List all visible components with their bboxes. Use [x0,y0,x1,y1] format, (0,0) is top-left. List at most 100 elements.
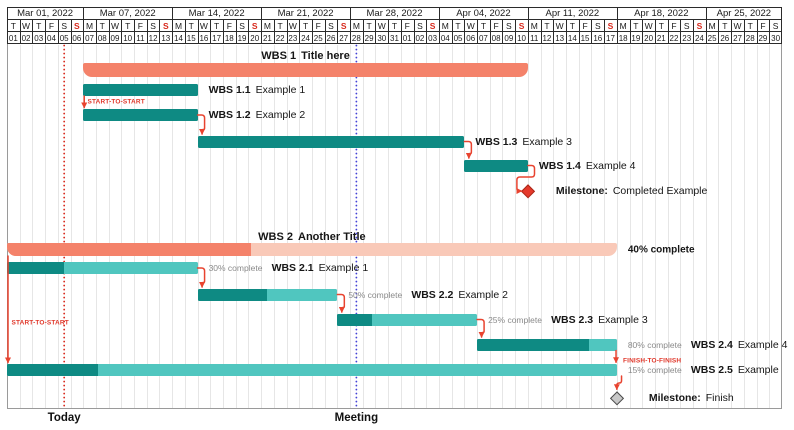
day-letter-cell: F [226,20,232,31]
week-header-cell: Mar 21, 2022 [277,8,334,19]
day-separator [540,19,542,44]
task-bar-wbs1-1 [83,84,198,96]
day-separator [515,19,517,44]
day-number-cell: 03 [34,33,44,43]
grid-line-day [540,45,542,408]
day-separator [553,19,555,44]
day-separator [83,19,85,44]
day-separator [337,19,339,44]
day-number-cell: 02 [21,33,31,43]
task-label: WBS 2.5 Example [691,364,779,376]
day-letter-cell: M [263,20,271,31]
progress-label: 50% complete [348,289,403,300]
day-separator [286,19,288,44]
grid-line-day [146,45,148,408]
grid-line-day [667,45,669,408]
day-separator [197,19,199,44]
progress-label: 80% complete [627,339,682,350]
milestone-label: Milestone: Completed Example [556,185,707,197]
day-letter-cell: W [555,20,564,31]
label-bold-part: WBS 1.1 [208,84,251,96]
week-header-cell: Mar 07, 2022 [99,8,156,19]
day-letter-cell: S [772,20,779,31]
day-separator [222,19,224,44]
label-text-part: Example [737,364,779,376]
day-separator [375,19,377,44]
day-separator [654,19,656,44]
grid-line-day [235,45,237,408]
day-letter-cell: M [86,20,94,31]
day-letter-cell: T [188,20,194,31]
label-bold-part: WBS 2.1 [271,262,314,274]
day-number-cell: 27 [339,33,349,43]
task-bar-wbs2 [7,243,617,256]
grid-line-day [375,45,377,408]
grid-line-day [197,45,199,408]
grid-line-day [477,45,479,408]
day-letter-cell: S [696,20,703,31]
grid-line-day [502,45,504,408]
calendar-header-frame [7,7,782,44]
day-letter-cell: W [377,20,386,31]
day-letter-cell: T [544,20,550,31]
day-separator [451,19,453,44]
day-letter-cell: S [74,20,80,31]
relation-label: START-TO-START [87,98,145,106]
day-number-cell: 07 [85,33,95,43]
day-letter-cell: M [619,20,627,31]
day-separator [642,19,644,44]
day-separator [743,19,745,44]
task-bar-wbs1-4 [464,159,528,172]
day-separator [527,19,529,44]
day-number-cell: 09 [504,33,514,43]
progress-label: 15% complete [627,365,682,375]
day-letter-cell: S [239,20,245,31]
day-number-cell: 20 [250,33,260,43]
day-letter-cell: W [644,20,653,31]
day-separator [756,19,758,44]
label-bold-part: WBS 2.4 [690,338,733,351]
day-letter-cell: T [633,20,639,31]
day-separator [146,19,148,44]
day-letter-cell: W [199,20,208,31]
grid-line-day [32,45,34,408]
day-number-cell: 30 [377,33,387,43]
task-label: WBS 2.2 Example 2 [411,289,508,301]
grid-line-day [248,45,250,408]
day-separator [210,19,212,44]
progress-label: 25% complete [488,314,542,325]
day-separator [184,19,186,44]
day-separator [769,19,771,44]
label-text-part: Example 3 [522,135,572,148]
label-text-part: Example 2 [255,109,306,121]
day-number-cell: 14 [567,33,577,43]
day-letter-cell: T [747,20,753,31]
grid-line-day [654,45,656,408]
day-letter-cell: S [518,20,525,31]
label-text-part: Example 4 [737,338,788,351]
task-bar-wbs2-5 [7,364,617,376]
day-letter-cell: T [214,20,220,31]
grid-line-day [57,45,59,408]
day-separator [566,19,568,44]
day-letter-cell: T [99,20,105,31]
day-number-cell: 06 [466,33,476,43]
task-label: WBS 2.3 Example 3 [551,314,648,326]
day-number-cell: 29 [758,33,768,43]
grid-line-day [426,45,428,408]
grid-line-day [70,45,72,408]
grid-line-day [743,45,745,408]
grid-line-day [388,45,390,408]
day-separator [413,19,415,44]
day-number-cell: 26 [326,33,336,43]
label-text-part: Example 1 [318,262,369,274]
day-number-cell: 23 [288,33,298,43]
day-separator [629,19,631,44]
grid-line-day [400,45,402,408]
day-number-cell: 28 [745,33,755,43]
day-letter-cell: M [530,20,538,31]
week-header-cell: Mar 01, 2022 [17,8,74,19]
day-letter-cell: S [340,20,347,31]
day-separator [426,19,428,44]
label-bold-part: Milestone: [648,391,701,404]
